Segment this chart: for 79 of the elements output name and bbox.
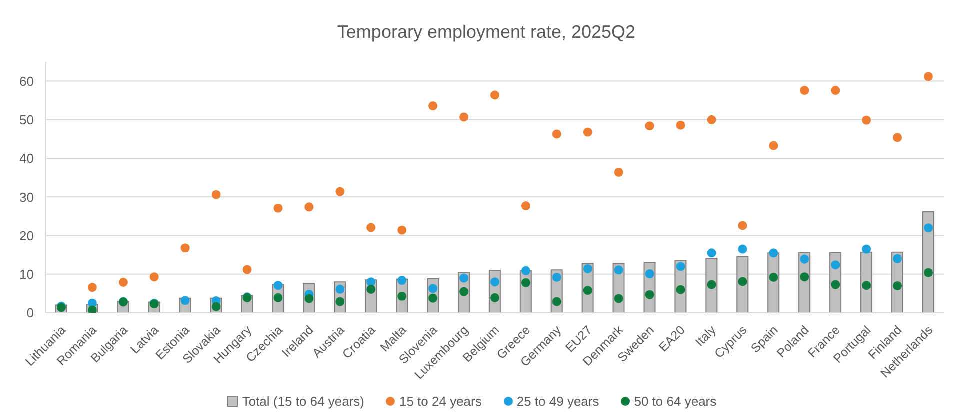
point (583, 264, 592, 274)
point (862, 244, 872, 254)
legend-label: 50 to 64 years (634, 394, 717, 408)
point (428, 284, 438, 294)
point (118, 278, 128, 287)
point (583, 286, 592, 296)
point (645, 269, 654, 279)
point (769, 141, 778, 150)
point (552, 297, 562, 306)
point (460, 287, 469, 296)
y-tick-label: 0 (26, 306, 34, 321)
point (336, 187, 345, 196)
y-tick-label: 40 (20, 151, 34, 166)
point (707, 115, 716, 124)
point (831, 260, 840, 270)
point (862, 116, 872, 125)
point (552, 272, 562, 282)
point (676, 285, 686, 294)
point (738, 277, 748, 286)
point (583, 128, 592, 137)
point (212, 190, 221, 200)
point (924, 224, 934, 233)
point (924, 268, 934, 278)
point (460, 274, 469, 283)
point (521, 202, 530, 211)
point (769, 248, 778, 258)
point (924, 72, 934, 82)
point (893, 133, 902, 142)
point (676, 262, 686, 272)
y-tick-label: 50 (20, 112, 34, 128)
point (738, 221, 748, 230)
point (490, 278, 500, 287)
point (366, 223, 376, 232)
point (242, 265, 252, 274)
point (862, 281, 872, 290)
point (831, 86, 840, 96)
point (150, 272, 159, 282)
legend-label: Total (15 to 64 years) (242, 394, 364, 408)
point (614, 266, 624, 275)
point (738, 244, 748, 254)
point (893, 281, 902, 290)
legend-label: 25 to 49 years (516, 394, 600, 408)
point (274, 281, 283, 290)
point (521, 266, 530, 276)
y-tick-label: 60 (20, 74, 34, 89)
point (398, 226, 407, 235)
point (831, 280, 840, 290)
point (645, 122, 654, 131)
point (676, 120, 686, 130)
point (800, 254, 810, 264)
point (893, 254, 902, 264)
point (614, 168, 624, 177)
point (769, 272, 778, 282)
point (180, 244, 190, 253)
chart-title: Temporary employment rate, 2025Q2 (336, 21, 637, 44)
point (398, 276, 407, 286)
point (460, 112, 469, 122)
point (274, 204, 283, 213)
point (336, 284, 345, 294)
bar (736, 256, 749, 313)
point (707, 280, 716, 290)
point (552, 130, 562, 139)
point (366, 284, 376, 294)
y-tick-label: 20 (20, 228, 34, 244)
x-tick-label: Italy (692, 322, 720, 350)
point (614, 294, 624, 304)
y-tick-label: 30 (20, 190, 34, 205)
point (490, 293, 500, 302)
y-tick-label: 10 (20, 267, 34, 282)
point (707, 248, 716, 258)
point (428, 102, 438, 111)
point (800, 272, 810, 282)
point (800, 86, 810, 96)
legend-label: 15 to 24 years (399, 394, 482, 408)
point (304, 202, 314, 212)
point (645, 290, 654, 300)
point (521, 278, 530, 288)
point (88, 283, 97, 292)
point (490, 90, 500, 100)
